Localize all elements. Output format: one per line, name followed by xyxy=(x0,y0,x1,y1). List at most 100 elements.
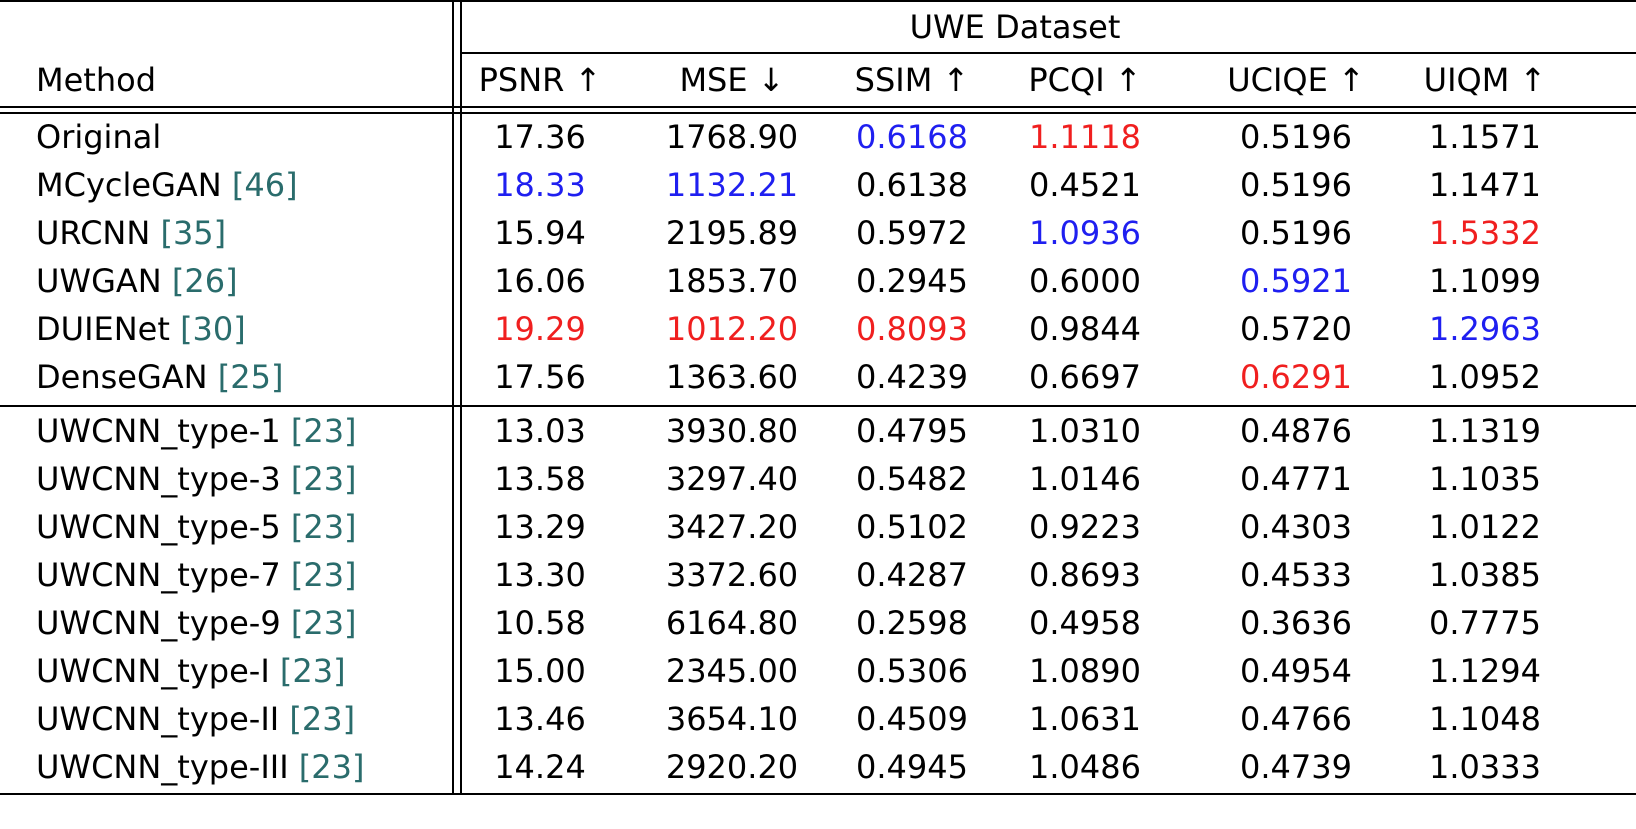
method-name: UWCNN_type-II xyxy=(36,700,290,738)
value-cell: 1.0146 xyxy=(1029,460,1141,498)
citation-link[interactable]: [23] xyxy=(290,604,357,642)
metric-header: SSIM ↑ xyxy=(854,61,970,99)
value-cell: 3427.20 xyxy=(665,508,799,546)
method-name: DUIENet xyxy=(36,310,181,348)
method-cell: UWCNN_type-7 [23] xyxy=(36,549,357,601)
value-cell: 1.1099 xyxy=(1429,262,1541,300)
value-cell: 3930.80 xyxy=(665,412,799,450)
value-cell: 3372.60 xyxy=(665,556,799,594)
value-cell: 0.4876 xyxy=(1240,412,1352,450)
method-name: UWCNN_type-3 xyxy=(36,460,291,498)
method-cell: UWGAN [26] xyxy=(36,255,238,307)
value-cell: 6164.80 xyxy=(665,604,799,642)
value-cell: 0.5482 xyxy=(856,460,968,498)
value-cell: 0.4945 xyxy=(856,748,968,786)
value-cell: 13.46 xyxy=(494,700,586,738)
value-cell: 15.94 xyxy=(494,214,586,252)
citation-link[interactable]: [23] xyxy=(290,508,357,546)
value-cell: 1.1571 xyxy=(1429,118,1541,156)
value-cell: 1.0333 xyxy=(1429,748,1541,786)
header-bottom-rule-2 xyxy=(0,112,1636,114)
value-cell: 0.4958 xyxy=(1029,604,1141,642)
value-cell: 0.4239 xyxy=(856,358,968,396)
value-cell: 0.4954 xyxy=(1240,652,1352,690)
value-cell: 1.2963 xyxy=(1429,310,1541,348)
citation-link[interactable]: [23] xyxy=(290,460,357,498)
bottom-rule xyxy=(0,793,1636,795)
value-cell: 0.5102 xyxy=(856,508,968,546)
method-cell: UWCNN_type-3 [23] xyxy=(36,453,357,505)
citation-link[interactable]: [30] xyxy=(180,310,246,348)
value-cell: 10.58 xyxy=(494,604,586,642)
value-cell: 0.4287 xyxy=(856,556,968,594)
method-name: UWCNN_type-5 xyxy=(36,508,291,546)
value-cell: 1.1035 xyxy=(1429,460,1541,498)
value-cell: 1.0385 xyxy=(1429,556,1541,594)
value-cell: 0.4771 xyxy=(1240,460,1352,498)
column-divider-right xyxy=(460,0,462,795)
top-rule xyxy=(0,0,1636,2)
value-cell: 13.03 xyxy=(494,412,586,450)
value-cell: 0.6697 xyxy=(1029,358,1141,396)
method-name: Original xyxy=(36,118,162,156)
value-cell: 16.06 xyxy=(494,262,586,300)
value-cell: 0.4739 xyxy=(1240,748,1352,786)
value-cell: 17.56 xyxy=(494,358,586,396)
method-name: UWCNN_type-7 xyxy=(36,556,291,594)
metric-header: UIQM ↑ xyxy=(1423,61,1547,99)
value-cell: 18.33 xyxy=(494,166,586,204)
value-cell: 1.0890 xyxy=(1029,652,1141,690)
value-cell: 0.6168 xyxy=(856,118,968,156)
value-cell: 1.1471 xyxy=(1429,166,1541,204)
citation-link[interactable]: [23] xyxy=(298,748,365,786)
value-cell: 1.1294 xyxy=(1429,652,1541,690)
method-cell: UWCNN_type-II [23] xyxy=(36,693,355,745)
value-cell: 0.9223 xyxy=(1029,508,1141,546)
value-cell: 0.2598 xyxy=(856,604,968,642)
value-cell: 0.4303 xyxy=(1240,508,1352,546)
value-cell: 0.6138 xyxy=(856,166,968,204)
value-cell: 0.6000 xyxy=(1029,262,1141,300)
method-cell: MCycleGAN [46] xyxy=(36,159,298,211)
value-cell: 0.9844 xyxy=(1029,310,1141,348)
dataset-group-header: UWE Dataset xyxy=(909,8,1121,46)
metric-header: PSNR ↑ xyxy=(478,61,602,99)
value-cell: 13.29 xyxy=(494,508,586,546)
value-cell: 0.5196 xyxy=(1240,214,1352,252)
metric-header: MSE ↓ xyxy=(679,61,785,99)
citation-link[interactable]: [35] xyxy=(160,214,227,252)
metric-header: PCQI ↑ xyxy=(1028,61,1142,99)
method-cell: Original xyxy=(36,111,161,163)
value-cell: 15.00 xyxy=(494,652,586,690)
method-column-header: Method xyxy=(36,61,157,99)
value-cell: 0.3636 xyxy=(1240,604,1352,642)
citation-link[interactable]: [23] xyxy=(289,700,356,738)
value-cell: 0.5196 xyxy=(1240,166,1352,204)
method-name: UWCNN_type-I xyxy=(36,652,280,690)
citation-link[interactable]: [23] xyxy=(290,556,357,594)
citation-link[interactable]: [26] xyxy=(171,262,238,300)
citation-link[interactable]: [25] xyxy=(217,358,284,396)
value-cell: 0.5972 xyxy=(856,214,968,252)
method-cell: UWCNN_type-1 [23] xyxy=(36,405,357,457)
citation-link[interactable]: [46] xyxy=(231,166,298,204)
citation-link[interactable]: [23] xyxy=(279,652,346,690)
value-cell: 3654.10 xyxy=(665,700,799,738)
value-cell: 2920.20 xyxy=(665,748,799,786)
value-cell: 3297.40 xyxy=(665,460,799,498)
method-cell: DenseGAN [25] xyxy=(36,351,283,403)
method-cell: UWCNN_type-5 [23] xyxy=(36,501,357,553)
value-cell: 1.0122 xyxy=(1429,508,1541,546)
value-cell: 0.8693 xyxy=(1029,556,1141,594)
method-name: UWCNN_type-1 xyxy=(36,412,291,450)
value-cell: 1.0486 xyxy=(1029,748,1141,786)
citation-link[interactable]: [23] xyxy=(290,412,357,450)
value-cell: 1.1048 xyxy=(1429,700,1541,738)
value-cell: 1.0952 xyxy=(1429,358,1541,396)
value-cell: 1.0936 xyxy=(1029,214,1141,252)
value-cell: 0.5196 xyxy=(1240,118,1352,156)
method-cell: UWCNN_type-III [23] xyxy=(36,741,364,793)
value-cell: 0.4795 xyxy=(856,412,968,450)
method-cell: URCNN [35] xyxy=(36,207,226,259)
method-name: UWCNN_type-9 xyxy=(36,604,291,642)
